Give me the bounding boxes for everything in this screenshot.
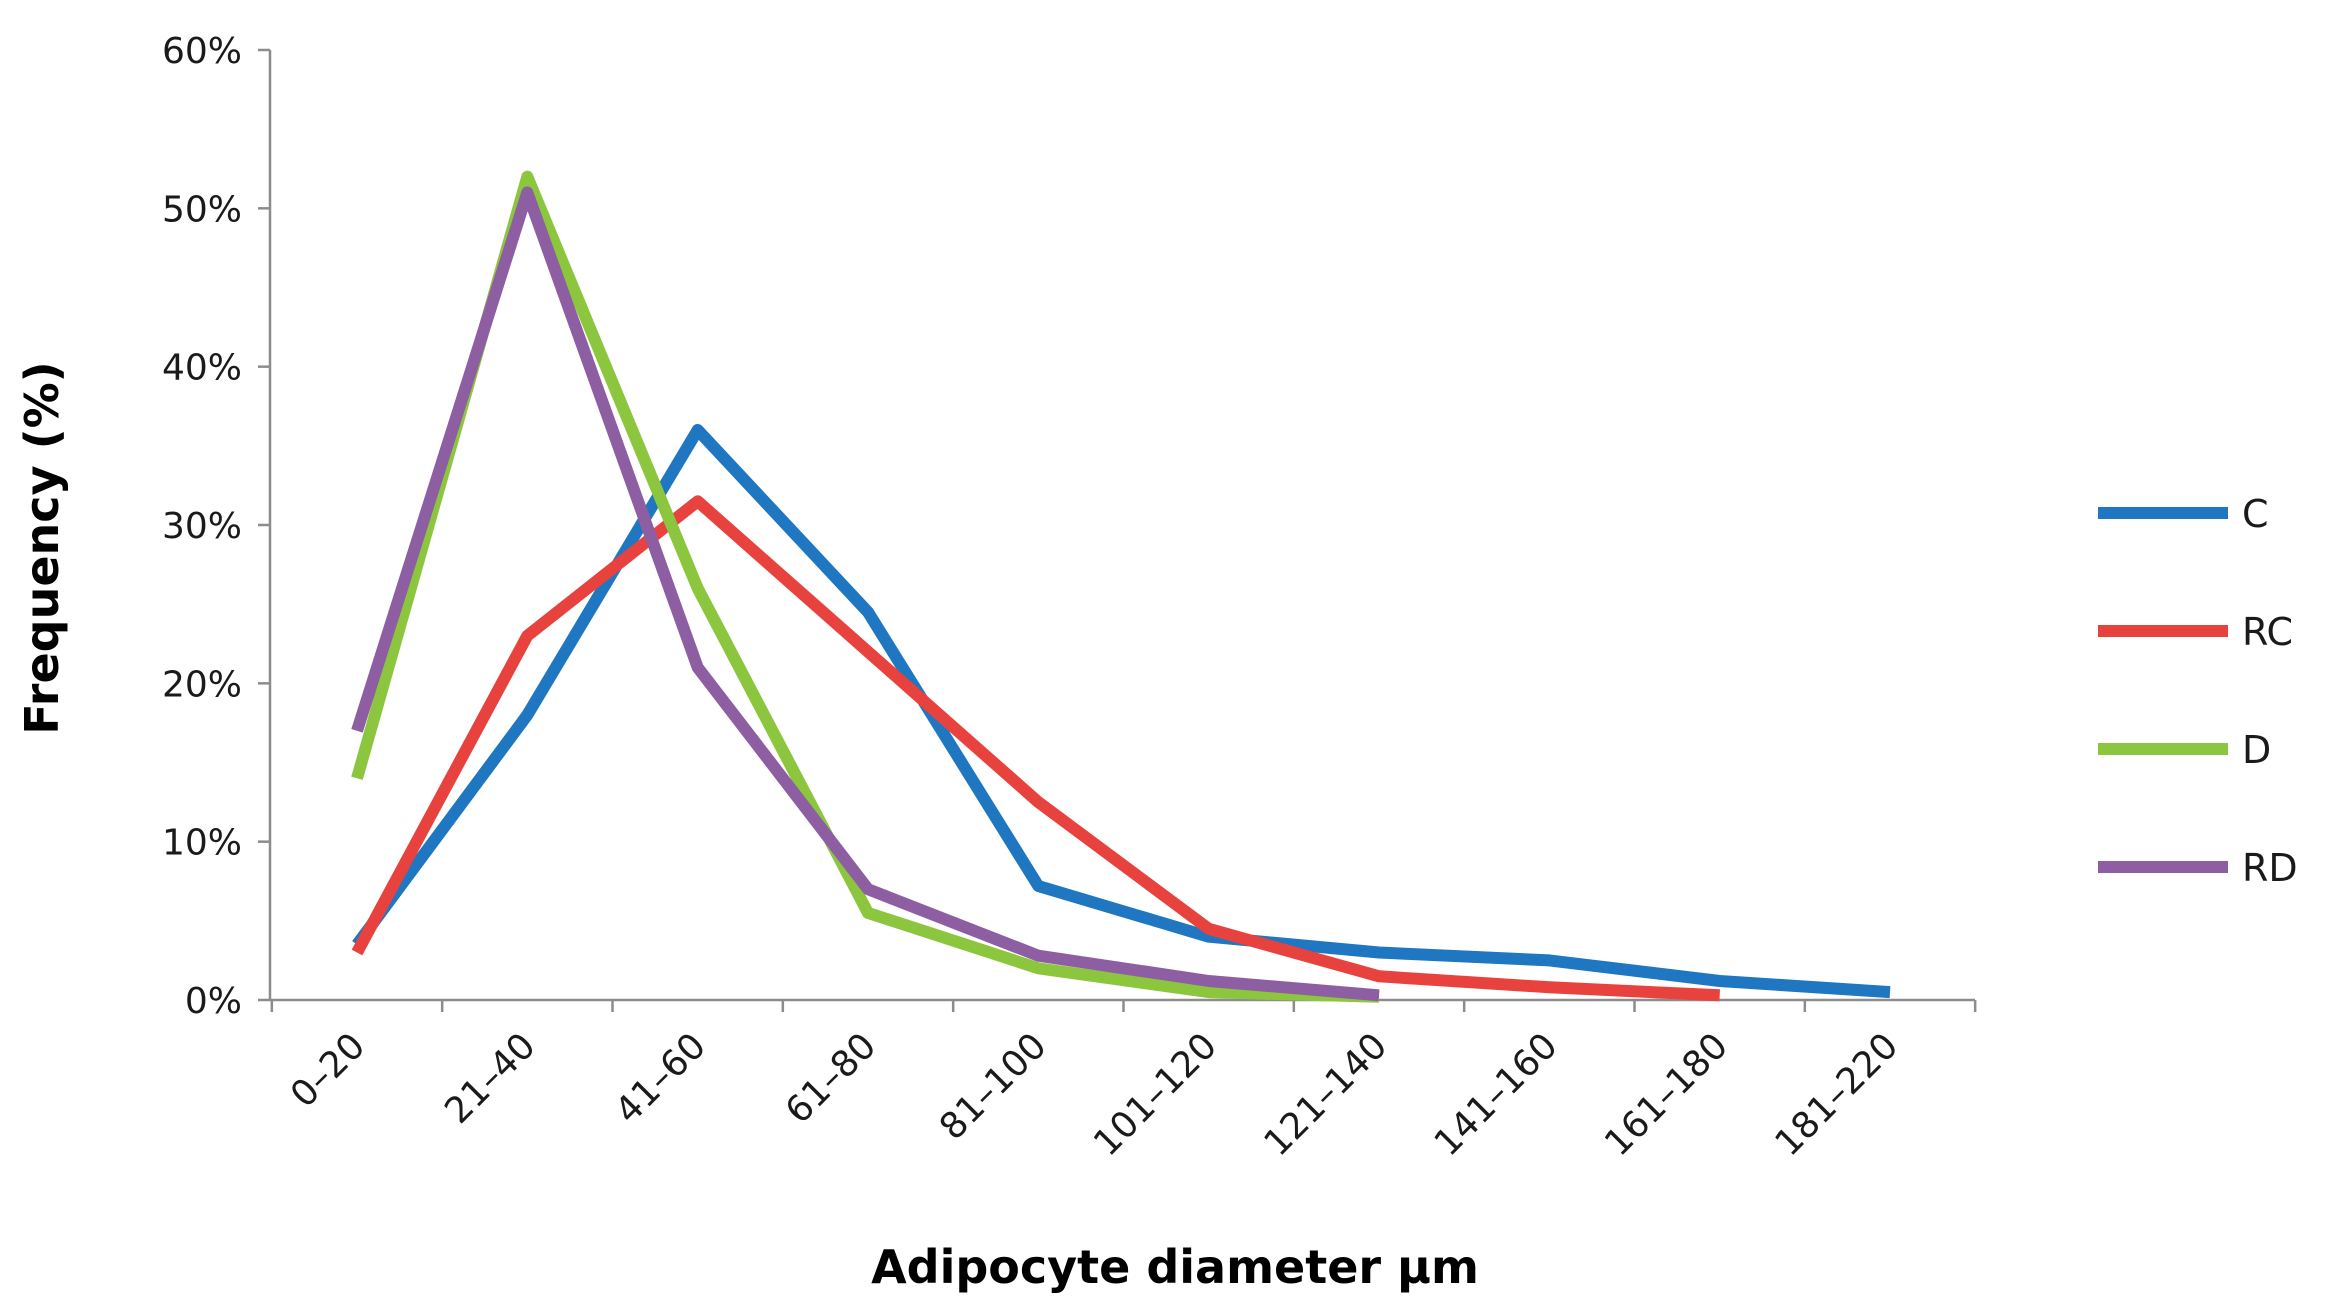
legend-item-rc: RC <box>2098 610 2293 654</box>
x-tick-label: 0–20 <box>283 1025 373 1115</box>
series-line-d <box>351 170 1380 1003</box>
y-tick-label: 0% <box>185 981 242 1022</box>
y-tick-label: 30% <box>162 506 242 547</box>
x-tick-label: 41–60 <box>608 1025 715 1132</box>
series-line-rc <box>351 495 1720 1002</box>
legend-item-c: C <box>2098 492 2269 536</box>
legend-item-rd: RD <box>2098 846 2298 890</box>
series-line-rd <box>351 186 1380 1002</box>
x-tick-label: 181–220 <box>1767 1025 1906 1164</box>
x-tick-label: 101–120 <box>1086 1025 1225 1164</box>
y-tick-label: 40% <box>162 348 242 389</box>
legend: C RC D RD <box>2098 492 2298 890</box>
axes <box>268 50 1975 1002</box>
x-tick-label: 21–40 <box>437 1025 544 1132</box>
series-lines <box>351 170 1891 1003</box>
x-tick-label: 61–80 <box>778 1025 885 1132</box>
legend-label: RD <box>2242 846 2298 890</box>
y-axis-ticks: 0% 10% 20% 30% 40% 50% 60% <box>162 31 270 1022</box>
x-tick-label: 161–180 <box>1597 1025 1736 1164</box>
y-tick-label: 60% <box>162 31 242 72</box>
x-axis-ticks: 0–20 21–40 41–60 61–80 81–100 101–120 121–140 1… <box>270 1000 1977 1164</box>
x-tick-label: 81–100 <box>932 1025 1055 1148</box>
legend-label: D <box>2242 728 2271 772</box>
legend-label: C <box>2242 492 2269 536</box>
y-tick-label: 10% <box>162 823 242 864</box>
x-tick-label: 121–140 <box>1256 1025 1395 1164</box>
y-axis-title: Frequency (%) <box>15 361 69 734</box>
legend-label: RC <box>2242 610 2293 654</box>
series-line-c <box>352 424 1891 999</box>
x-tick-label: 141–160 <box>1427 1025 1566 1164</box>
y-tick-label: 50% <box>162 189 242 230</box>
y-tick-label: 20% <box>162 664 242 705</box>
legend-item-d: D <box>2098 728 2271 772</box>
x-axis-title: Adipocyte diameter μm <box>871 1240 1479 1294</box>
